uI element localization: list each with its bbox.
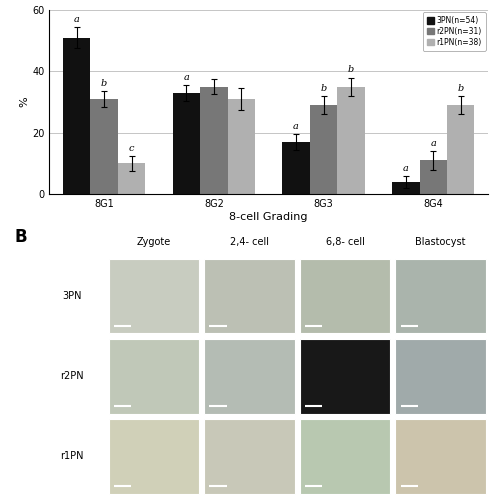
Bar bbox=[173, 93, 200, 194]
Bar bbox=[395, 258, 486, 334]
Text: a: a bbox=[183, 73, 189, 82]
Bar bbox=[282, 142, 310, 194]
Bar bbox=[392, 182, 420, 194]
Bar bbox=[108, 339, 199, 413]
Bar bbox=[300, 339, 390, 413]
Text: c: c bbox=[129, 144, 134, 152]
Text: r1PN: r1PN bbox=[60, 452, 83, 462]
Text: 6,8- cell: 6,8- cell bbox=[325, 237, 364, 247]
Text: A: A bbox=[1, 0, 14, 2]
Bar bbox=[395, 419, 486, 494]
Y-axis label: %: % bbox=[19, 97, 29, 108]
Bar bbox=[118, 164, 145, 194]
Text: B: B bbox=[14, 228, 27, 246]
X-axis label: 8-cell Grading: 8-cell Grading bbox=[229, 212, 308, 222]
Bar bbox=[200, 86, 228, 194]
Bar bbox=[204, 419, 295, 494]
Bar bbox=[447, 105, 474, 194]
Text: a: a bbox=[74, 15, 80, 24]
Text: a: a bbox=[403, 164, 409, 172]
Text: 3PN: 3PN bbox=[62, 291, 81, 301]
Text: Zygote: Zygote bbox=[137, 237, 171, 247]
Text: b: b bbox=[101, 80, 107, 88]
Bar bbox=[108, 258, 199, 334]
Text: 2,4- cell: 2,4- cell bbox=[230, 237, 269, 247]
Bar bbox=[420, 160, 447, 194]
Bar bbox=[90, 99, 118, 194]
Bar bbox=[300, 258, 390, 334]
Bar bbox=[310, 105, 337, 194]
Text: b: b bbox=[348, 66, 354, 74]
Text: r2PN: r2PN bbox=[60, 371, 84, 381]
Bar bbox=[204, 339, 295, 413]
Bar bbox=[395, 339, 486, 413]
Bar bbox=[228, 99, 255, 194]
Bar bbox=[337, 86, 365, 194]
Text: a: a bbox=[293, 122, 299, 131]
Text: b: b bbox=[320, 84, 327, 93]
Text: b: b bbox=[458, 84, 464, 93]
Bar bbox=[204, 258, 295, 334]
Legend: 3PN(n=54), r2PN(n=31), r1PN(n=38): 3PN(n=54), r2PN(n=31), r1PN(n=38) bbox=[423, 12, 486, 51]
Text: Blastocyst: Blastocyst bbox=[416, 237, 466, 247]
Bar bbox=[63, 38, 90, 194]
Bar bbox=[108, 419, 199, 494]
Bar bbox=[300, 419, 390, 494]
Text: a: a bbox=[430, 139, 436, 148]
